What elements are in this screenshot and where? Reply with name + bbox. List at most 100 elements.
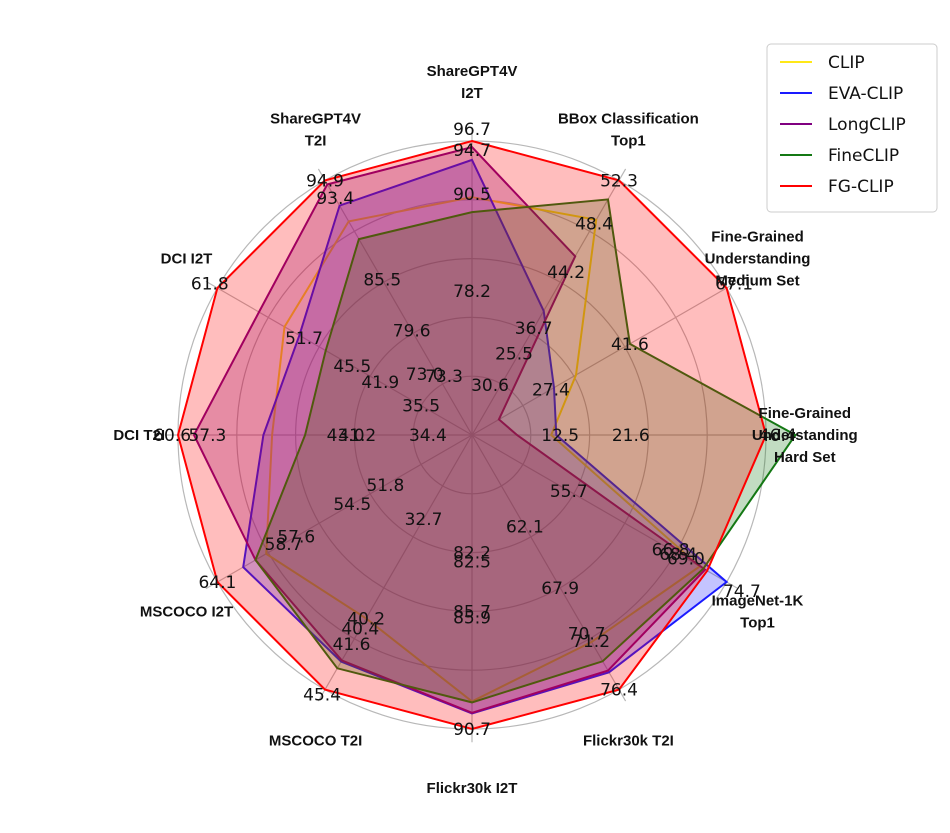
value-label: 35.5 <box>402 397 440 417</box>
value-label: 85.7 <box>453 602 491 622</box>
value-label: 69.0 <box>667 550 705 570</box>
legend-frame <box>766 43 938 213</box>
radar-series <box>176 139 797 731</box>
legend-label: CLIP <box>828 53 865 73</box>
value-label: 21.6 <box>612 426 650 446</box>
value-label: 73.3 <box>425 367 463 387</box>
axis-label-line: Understanding <box>752 427 858 444</box>
axis-label: ShareGPT4V I2T <box>427 63 518 102</box>
legend-label: LongCLIP <box>828 115 906 135</box>
series-longclip <box>192 145 707 714</box>
axis-label-line: Flickr30k T2I <box>583 733 674 750</box>
value-label: 34.4 <box>409 426 447 446</box>
value-label: 48.4 <box>575 215 613 235</box>
value-label: 40.4 <box>341 620 379 640</box>
axis-label-line: Top1 <box>740 614 775 631</box>
legend-entry-eva-clip: EVA-CLIP <box>780 84 903 104</box>
value-label: 25.5 <box>495 345 533 365</box>
axis-label-line: Medium Set <box>715 273 799 290</box>
axis-label-line: ShareGPT4V <box>427 63 518 80</box>
value-label: 94.9 <box>306 171 344 191</box>
value-label: 67.1 <box>715 275 753 295</box>
axis-label-line: MSCOCO T2I <box>269 733 362 750</box>
value-label: 96.7 <box>453 120 491 140</box>
value-label: 90.5 <box>453 185 491 205</box>
legend-label: FineCLIP <box>828 146 899 166</box>
value-label: 66.8 <box>652 541 690 561</box>
axis-label-line: Understanding <box>705 251 811 268</box>
axis-label: BBox Classification Top1 <box>558 111 699 150</box>
legend-entry-fineclip: FineCLIP <box>780 146 899 166</box>
axis-spoke <box>205 280 473 436</box>
axis-label-line: DCI I2T <box>161 251 213 268</box>
value-label: 44.2 <box>547 263 585 283</box>
value-label: 90.7 <box>453 720 491 740</box>
value-label: 78.2 <box>453 282 491 302</box>
value-label: 57.3 <box>188 426 226 446</box>
series-fg-clip <box>176 139 768 731</box>
axis-label: MSCOCO T2I <box>269 733 362 750</box>
value-label: 82.2 <box>453 544 491 564</box>
value-label: 79.6 <box>393 322 431 342</box>
legend: CLIP EVA-CLIP LongCLIP FineCLIP FG-CLIP <box>766 43 938 213</box>
axis-label-line: I2T <box>461 85 483 102</box>
value-label: 58.7 <box>265 535 303 555</box>
value-label: 62.1 <box>506 518 544 538</box>
axis-label-line: Hard Set <box>774 449 836 466</box>
value-label: 51.8 <box>366 476 404 496</box>
value-label: 61.8 <box>191 275 229 295</box>
value-label: 55.7 <box>550 482 588 502</box>
axis-label: DCI I2T <box>161 251 213 268</box>
axis-spoke <box>205 434 473 590</box>
value-label: 40.2 <box>347 609 385 629</box>
axis-spoke <box>317 434 473 702</box>
value-label: 82.5 <box>453 552 491 572</box>
value-label: 41.2 <box>338 426 376 446</box>
value-label: 94.7 <box>453 141 491 161</box>
axis-spoke <box>317 168 473 436</box>
axis-label: DCI T2I <box>113 427 165 444</box>
legend-entry-fg-clip: FG-CLIP <box>780 177 894 197</box>
value-label: 51.7 <box>285 329 323 349</box>
axis-label: MSCOCO I2T <box>140 603 233 620</box>
value-label: 85.5 <box>363 271 401 291</box>
value-label: 85.9 <box>453 608 491 628</box>
value-label: 45.5 <box>333 357 371 377</box>
value-label: 43.0 <box>327 426 365 446</box>
axis-label: ImageNet-1K Top1 <box>712 592 804 631</box>
axis-label-line: ShareGPT4V <box>270 111 361 128</box>
value-label: 73.0 <box>406 365 444 385</box>
value-label: 41.6 <box>611 335 649 355</box>
axis-label: Fine-Grained Understanding Hard Set <box>752 405 858 466</box>
value-label: 64.1 <box>198 573 236 593</box>
axis-label-line: ImageNet-1K <box>712 592 804 609</box>
value-label: 70.7 <box>568 625 606 645</box>
value-labels: 96.794.7 90.5 78.2 30.6 48.4 52.3 44.2 36.7 25.5… <box>153 120 797 740</box>
axis-spoke <box>471 168 627 436</box>
axis-label-line: BBox Classification <box>558 111 699 128</box>
axis-label-line: T2I <box>305 133 327 150</box>
value-label: 46.4 <box>759 426 797 446</box>
axis-label: Flickr30k I2T <box>427 780 518 797</box>
value-label: 45.4 <box>303 686 341 706</box>
value-label: 36.7 <box>515 319 553 339</box>
legend-entry-clip: CLIP <box>780 53 865 73</box>
value-label: 68.4 <box>659 545 697 565</box>
axis-label: ShareGPT4V T2I <box>270 111 361 150</box>
axis-label-line: Fine-Grained <box>711 229 804 246</box>
axis-label: Flickr30k T2I <box>583 733 674 750</box>
value-label: 12.5 <box>541 426 579 446</box>
axis-spoke <box>471 434 739 590</box>
axis-label-line: Top1 <box>611 133 646 150</box>
legend-label: EVA-CLIP <box>828 84 903 104</box>
value-label: 41.9 <box>361 373 399 393</box>
value-label: 41.6 <box>333 635 371 655</box>
value-label: 52.3 <box>600 171 638 191</box>
value-label: 54.5 <box>333 495 371 515</box>
axis-label-line: DCI T2I <box>113 427 165 444</box>
axis-label-line: Fine-Grained <box>759 405 852 422</box>
legend-entry-longclip: LongCLIP <box>780 115 906 135</box>
value-label: 27.4 <box>532 380 570 400</box>
value-label: 30.6 <box>471 376 509 396</box>
